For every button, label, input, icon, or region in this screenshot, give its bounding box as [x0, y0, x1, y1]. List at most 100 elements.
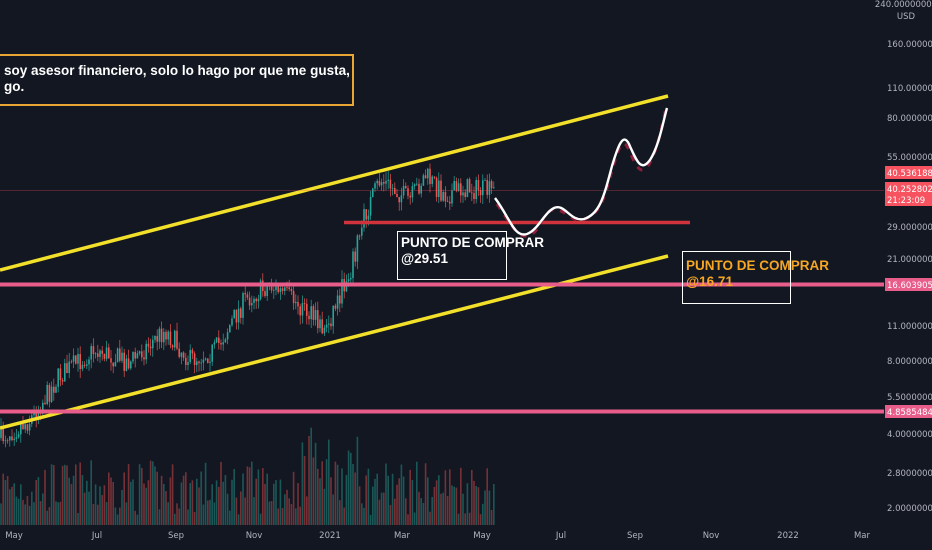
- volume-bar: [211, 484, 213, 525]
- volume-bar: [28, 505, 31, 525]
- volume-bar: [409, 469, 411, 525]
- volume-bar: [310, 427, 312, 525]
- volume-bar: [4, 480, 7, 525]
- volume-bar: [288, 498, 290, 525]
- time-axis[interactable]: May Jul Sep Nov 2021 Mar May Jul Sep Nov…: [5, 531, 870, 541]
- volume-bar: [66, 465, 68, 525]
- volume-bar: [286, 489, 288, 525]
- volume-bar: [464, 513, 466, 525]
- buy-point-note-16-71[interactable]: PUNTO DE COMPRAR @16.71: [682, 251, 829, 304]
- candle-body: [169, 331, 172, 346]
- candle-body: [427, 168, 429, 179]
- axis-tick-label: 55.00000000: [887, 153, 932, 163]
- candle-body: [4, 440, 7, 442]
- volume-bar: [26, 496, 29, 525]
- candle-body: [79, 354, 81, 370]
- candle-body: [57, 368, 59, 387]
- volume-bar: [319, 478, 321, 525]
- volume-bar: [369, 514, 372, 525]
- candle-body: [204, 358, 207, 360]
- candle-body: [464, 192, 466, 197]
- volume-bar: [20, 484, 22, 525]
- candle-body: [200, 362, 202, 364]
- volume-bar: [83, 492, 86, 525]
- volume-bar: [266, 473, 268, 525]
- candle-body: [264, 291, 266, 297]
- volume-bar: [275, 480, 277, 525]
- volume-bar: [57, 502, 59, 525]
- volume-bar: [2, 473, 4, 525]
- candle-body: [277, 284, 279, 293]
- candle-body: [108, 347, 110, 359]
- svg-text:16.60390594: 16.60390594: [887, 281, 932, 291]
- volume-bar: [141, 467, 143, 525]
- candle-body: [270, 285, 273, 291]
- volume-bar: [475, 486, 477, 525]
- time-tick-label: 2021: [319, 531, 341, 541]
- volume-bar: [255, 478, 257, 525]
- candle-body: [336, 295, 339, 309]
- volume-bar: [444, 470, 447, 525]
- candle-body: [325, 324, 328, 328]
- candle-body: [356, 235, 359, 262]
- volume-bar: [187, 509, 189, 525]
- candle-body: [310, 306, 312, 320]
- volume-bar: [145, 487, 147, 525]
- volume-bar: [61, 465, 64, 525]
- candle-body: [299, 306, 301, 316]
- candle-body: [433, 176, 436, 178]
- volume-bar: [15, 496, 18, 525]
- candle-body: [182, 352, 185, 358]
- disclaimer-note[interactable]: soy asesor financiero, solo lo hago por …: [0, 54, 354, 106]
- candle-body: [438, 180, 440, 197]
- candle-body: [123, 352, 125, 371]
- candle-body: [114, 361, 117, 367]
- candle-body: [372, 188, 374, 197]
- candle-body: [308, 315, 310, 320]
- volume-bar: [105, 502, 108, 525]
- candle-body: [339, 295, 341, 304]
- volume-bar: [477, 487, 480, 525]
- projection-path[interactable]: [494, 107, 669, 236]
- volume-bar: [64, 464, 66, 525]
- volume-bar: [433, 486, 436, 525]
- candle-body: [66, 363, 68, 374]
- candle-body: [233, 309, 235, 319]
- candle-body: [354, 251, 356, 262]
- volume-bar: [455, 487, 458, 525]
- candle-body: [473, 193, 475, 200]
- volume-bar: [486, 468, 488, 525]
- volume-bar: [22, 499, 24, 525]
- candle-body: [255, 298, 257, 302]
- svg-text:40.53618882: 40.53618882: [887, 169, 932, 179]
- buy-note-price: @29.51: [401, 251, 448, 266]
- candle-body: [149, 346, 152, 349]
- volume-bar: [389, 504, 392, 525]
- buy-point-note-29-51[interactable]: PUNTO DE COMPRAR @29.51: [397, 231, 544, 280]
- volume-bar: [484, 490, 486, 525]
- channel-upper-line[interactable]: [0, 94, 669, 272]
- candle-body: [303, 303, 306, 304]
- volume-bar: [176, 503, 178, 525]
- candle-body: [207, 358, 209, 363]
- price-tag-support-16-60: 16.60390594: [885, 278, 932, 291]
- volume-bar: [213, 502, 216, 525]
- candle-body: [2, 426, 4, 442]
- candle-body: [229, 325, 231, 333]
- axis-tick-label: 160.00000000: [887, 40, 932, 50]
- volume-bar: [156, 471, 158, 525]
- price-axis[interactable]: 240.00000000 USD 160.00000000 110.000000…: [875, 0, 932, 514]
- candle-body: [429, 168, 431, 184]
- disclaimer-line-1: soy asesor financiero, solo lo hago por …: [4, 63, 352, 78]
- volume-bar: [11, 486, 13, 525]
- candle-body: [211, 344, 213, 362]
- candle-body: [407, 188, 409, 196]
- volume-bar: [200, 471, 202, 525]
- candle-body: [226, 332, 229, 340]
- candle-body: [156, 336, 158, 342]
- volume-bar: [132, 479, 134, 525]
- volume-bar: [372, 486, 374, 525]
- volume-bar: [33, 502, 35, 525]
- volume-bar: [378, 499, 381, 525]
- candle-body: [405, 185, 407, 189]
